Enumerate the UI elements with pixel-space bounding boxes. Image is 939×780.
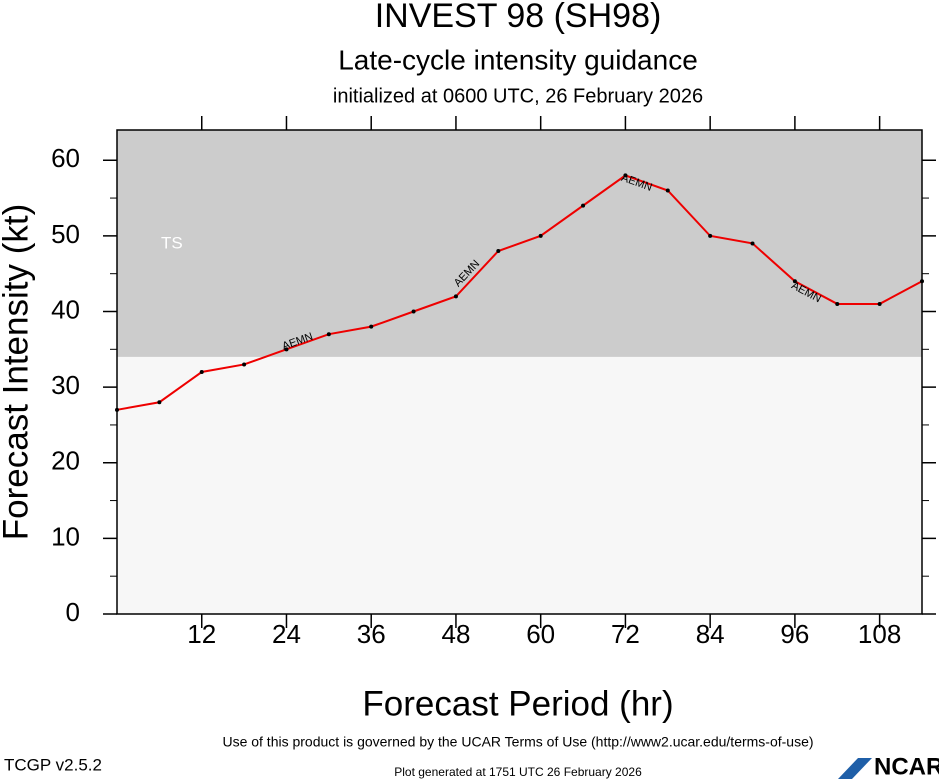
data-point [369, 324, 374, 329]
y-axis-label: Forecast Intensity (kt) [0, 204, 35, 540]
x-axis-label: Forecast Period (hr) [362, 684, 673, 723]
y-tick-label: 60 [51, 143, 80, 173]
data-point [326, 332, 331, 337]
data-point [920, 279, 924, 284]
chart-title: INVEST 98 (SH98) [375, 0, 662, 35]
data-point [284, 347, 289, 352]
plot-frame [116, 129, 923, 615]
data-point [199, 370, 204, 374]
y-tick-label: 0 [66, 597, 80, 627]
init-time: initialized at 0600 UTC, 26 February 202… [333, 85, 703, 107]
data-point [242, 362, 247, 367]
y-tick-label: 10 [51, 521, 80, 551]
data-point [835, 301, 840, 306]
data-point [411, 309, 416, 314]
logo: NCAR [874, 753, 939, 780]
data-point [750, 241, 755, 246]
data-point [581, 203, 586, 208]
data-point [623, 173, 628, 178]
series-line [116, 174, 923, 411]
logo-mark [838, 758, 872, 779]
version: TCGP v2.5.2 [4, 755, 102, 774]
data-point [538, 233, 543, 238]
data-point [665, 188, 670, 193]
terms: Use of this product is governed by the U… [222, 734, 813, 750]
y-tick-label: 50 [51, 219, 80, 249]
y-tick-label: 40 [51, 294, 80, 324]
data-point [708, 233, 713, 238]
data-point [877, 301, 882, 306]
y-tick-label: 20 [51, 446, 80, 476]
chart-subtitle: Late-cycle intensity guidance [338, 44, 698, 75]
data-point [115, 407, 119, 412]
data-point [157, 400, 162, 405]
data-point [496, 249, 501, 253]
generated: Plot generated at 1751 UTC 26 February 2… [394, 765, 642, 779]
y-tick-label: 30 [51, 370, 80, 400]
band-label: TS [161, 233, 183, 252]
data-point [792, 279, 797, 284]
data-point [453, 294, 458, 299]
